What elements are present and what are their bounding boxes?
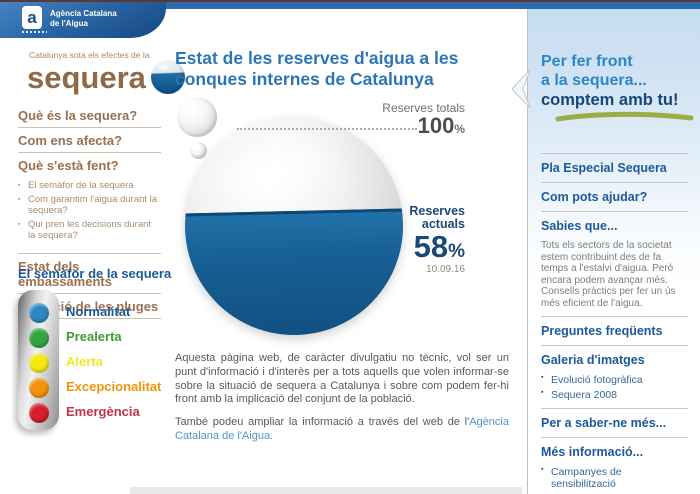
semaphore-label-emergencia: Emergència <box>66 404 140 419</box>
reserves-date: 10.09.16 <box>426 264 465 275</box>
sidebar-link-preguntes-frequents[interactable]: Preguntes freqüents <box>541 324 663 338</box>
reserves-actuals-label-line1: Reserves <box>409 204 465 218</box>
menu-item-estat-embassaments[interactable]: Estat dels embassaments <box>18 254 161 294</box>
sidebar-link-evolucio-fotografica[interactable]: Evolució fotogràfica <box>541 374 688 386</box>
sidebar-divider <box>541 153 688 154</box>
intro-paragraph-2: També podeu ampliar la informació a trav… <box>175 416 509 444</box>
sidebar-link-com-pots-ajudar[interactable]: Com pots ajudar? <box>541 190 648 204</box>
brand-tagline: Catalunya sota els efectes de la <box>29 50 150 60</box>
brand-title: sequera <box>27 59 146 95</box>
intro-paragraph-1: Aquesta pàgina web, de caràcter divulgat… <box>175 352 509 406</box>
callout-tail-icon <box>511 69 530 109</box>
green-underline-swoosh-icon <box>555 111 694 122</box>
right-sidebar: Per fer front a la sequera... comptem am… <box>511 9 700 494</box>
bubble-icon-large <box>177 97 217 137</box>
submenu-item-garantim-aigua[interactable]: Com garantim l'aigua durant la sequera? <box>18 194 161 216</box>
sidebar-link-campanyes[interactable]: Campanyes de sensibilització <box>541 466 688 490</box>
drought-traffic-light: Normalitat Prealerta Alerta Excepcionali… <box>18 288 178 436</box>
sidebar-divider <box>541 408 688 409</box>
galeria-links: Evolució fotogràfica Sequera 2008 <box>541 374 688 401</box>
aca-website-link[interactable]: Agència Catalana de l'Aigua. <box>175 416 509 442</box>
top-edge-line <box>0 0 700 2</box>
semaphore-label-alerta: Alerta <box>66 354 103 369</box>
sabies-que-note: Tots els sectors de la societat estem co… <box>541 240 676 309</box>
mes-informacio-links: Campanyes de sensibilització Recursos pe… <box>541 466 688 494</box>
traffic-light-excepcionalitat-icon <box>29 378 49 398</box>
sidebar-link-mes-informacio[interactable]: Més informació... <box>541 445 644 459</box>
semaphore-label-prealerta: Prealerta <box>66 329 122 344</box>
reserves-totals-block: Reserves totals 100% <box>382 101 465 138</box>
intro-paragraphs: Aquesta pàgina web, de caràcter divulgat… <box>175 352 509 453</box>
page-title: Estat de les reserves d'aigua a les conq… <box>175 47 459 89</box>
water-sphere-icon <box>150 60 185 94</box>
reserves-actuals-block: Reserves actuals 58% 10.09.16 <box>409 204 465 276</box>
footer-bar <box>130 487 522 494</box>
agency-name-line2: de l'Aigua <box>50 18 88 28</box>
bubble-icon-small <box>190 142 207 159</box>
traffic-light-emergencia-icon <box>29 403 49 423</box>
submenu-item-decisions[interactable]: Qui pren les decisions durant la sequera… <box>18 219 161 241</box>
sidebar-link-sabies-que[interactable]: Sabies que... <box>541 219 618 233</box>
logo-letter-a-icon: a <box>27 8 37 27</box>
agency-name: Agència Catalana de l'Aigua <box>50 9 117 28</box>
water-fill <box>185 208 403 335</box>
sidebar-link-per-a-saber-ne-mes[interactable]: Per a saber-ne més... <box>541 416 667 430</box>
sidebar-sections: Pla Especial Sequera Com pots ajudar? Sa… <box>528 153 700 494</box>
sidebar-divider <box>541 182 688 183</box>
sidebar-divider <box>541 211 688 212</box>
traffic-light-normalitat-icon <box>29 303 49 323</box>
reserves-totals-label: Reserves totals <box>382 101 465 115</box>
callout-line1: Per fer front <box>541 53 633 70</box>
submenu-item-semafor[interactable]: El semàfor de la sequera <box>18 180 161 191</box>
sidebar-link-galeria-imatges[interactable]: Galeria d'imatges <box>541 353 645 367</box>
reserves-totals-value: 100 <box>417 113 455 138</box>
submenu: El semàfor de la sequera Com garantim l'… <box>18 180 161 254</box>
reserves-actuals-label-line2: actuals <box>421 217 465 231</box>
campaign-callout: Per fer front a la sequera... comptem am… <box>511 9 700 123</box>
total-level-dotted-line <box>237 128 417 130</box>
reserves-actuals-unit: % <box>448 241 465 262</box>
left-menu: Què és la sequera? Com ens afecta? Què s… <box>18 103 161 319</box>
header-bar <box>0 2 700 9</box>
reserves-actuals-value: 58 <box>413 229 449 264</box>
sidebar-divider <box>541 316 688 317</box>
callout-line2: a la sequera... <box>541 72 647 89</box>
menu-item-que-sesta-fent[interactable]: Què s'està fent? <box>18 158 119 173</box>
callout-line3: comptem amb tu! <box>541 91 679 109</box>
sidebar-divider <box>541 345 688 346</box>
campaign-brand: Catalunya sota els efectes de la sequera <box>27 50 185 94</box>
reserves-gauge: Reserves totals 100% Reserves actuals 58… <box>175 95 467 347</box>
semaphore-heading: El semàfor de la sequera <box>18 266 172 281</box>
sidebar-divider <box>541 437 688 438</box>
semaphore-label-normalitat: Normalitat <box>66 304 131 319</box>
logo-dots-decoration <box>22 31 47 33</box>
traffic-light-alerta-icon <box>29 353 49 373</box>
reserves-sphere <box>185 117 403 335</box>
intro-paragraph-2-text: També podeu ampliar la informació a trav… <box>175 416 470 429</box>
aca-logo[interactable]: a <box>22 6 42 29</box>
agency-name-line1: Agència Catalana <box>50 9 117 18</box>
sidebar-link-sequera-2008[interactable]: Sequera 2008 <box>541 389 688 401</box>
sidebar-link-pla-especial[interactable]: Pla Especial Sequera <box>541 161 667 175</box>
reserves-totals-unit: % <box>454 122 465 136</box>
menu-item-que-es-la-sequera[interactable]: Què és la sequera? <box>18 103 161 128</box>
traffic-light-prealerta-icon <box>29 328 49 348</box>
menu-item-com-ens-afecta[interactable]: Com ens afecta? <box>18 128 161 153</box>
semaphore-label-excepcionalitat: Excepcionalitat <box>66 379 162 394</box>
